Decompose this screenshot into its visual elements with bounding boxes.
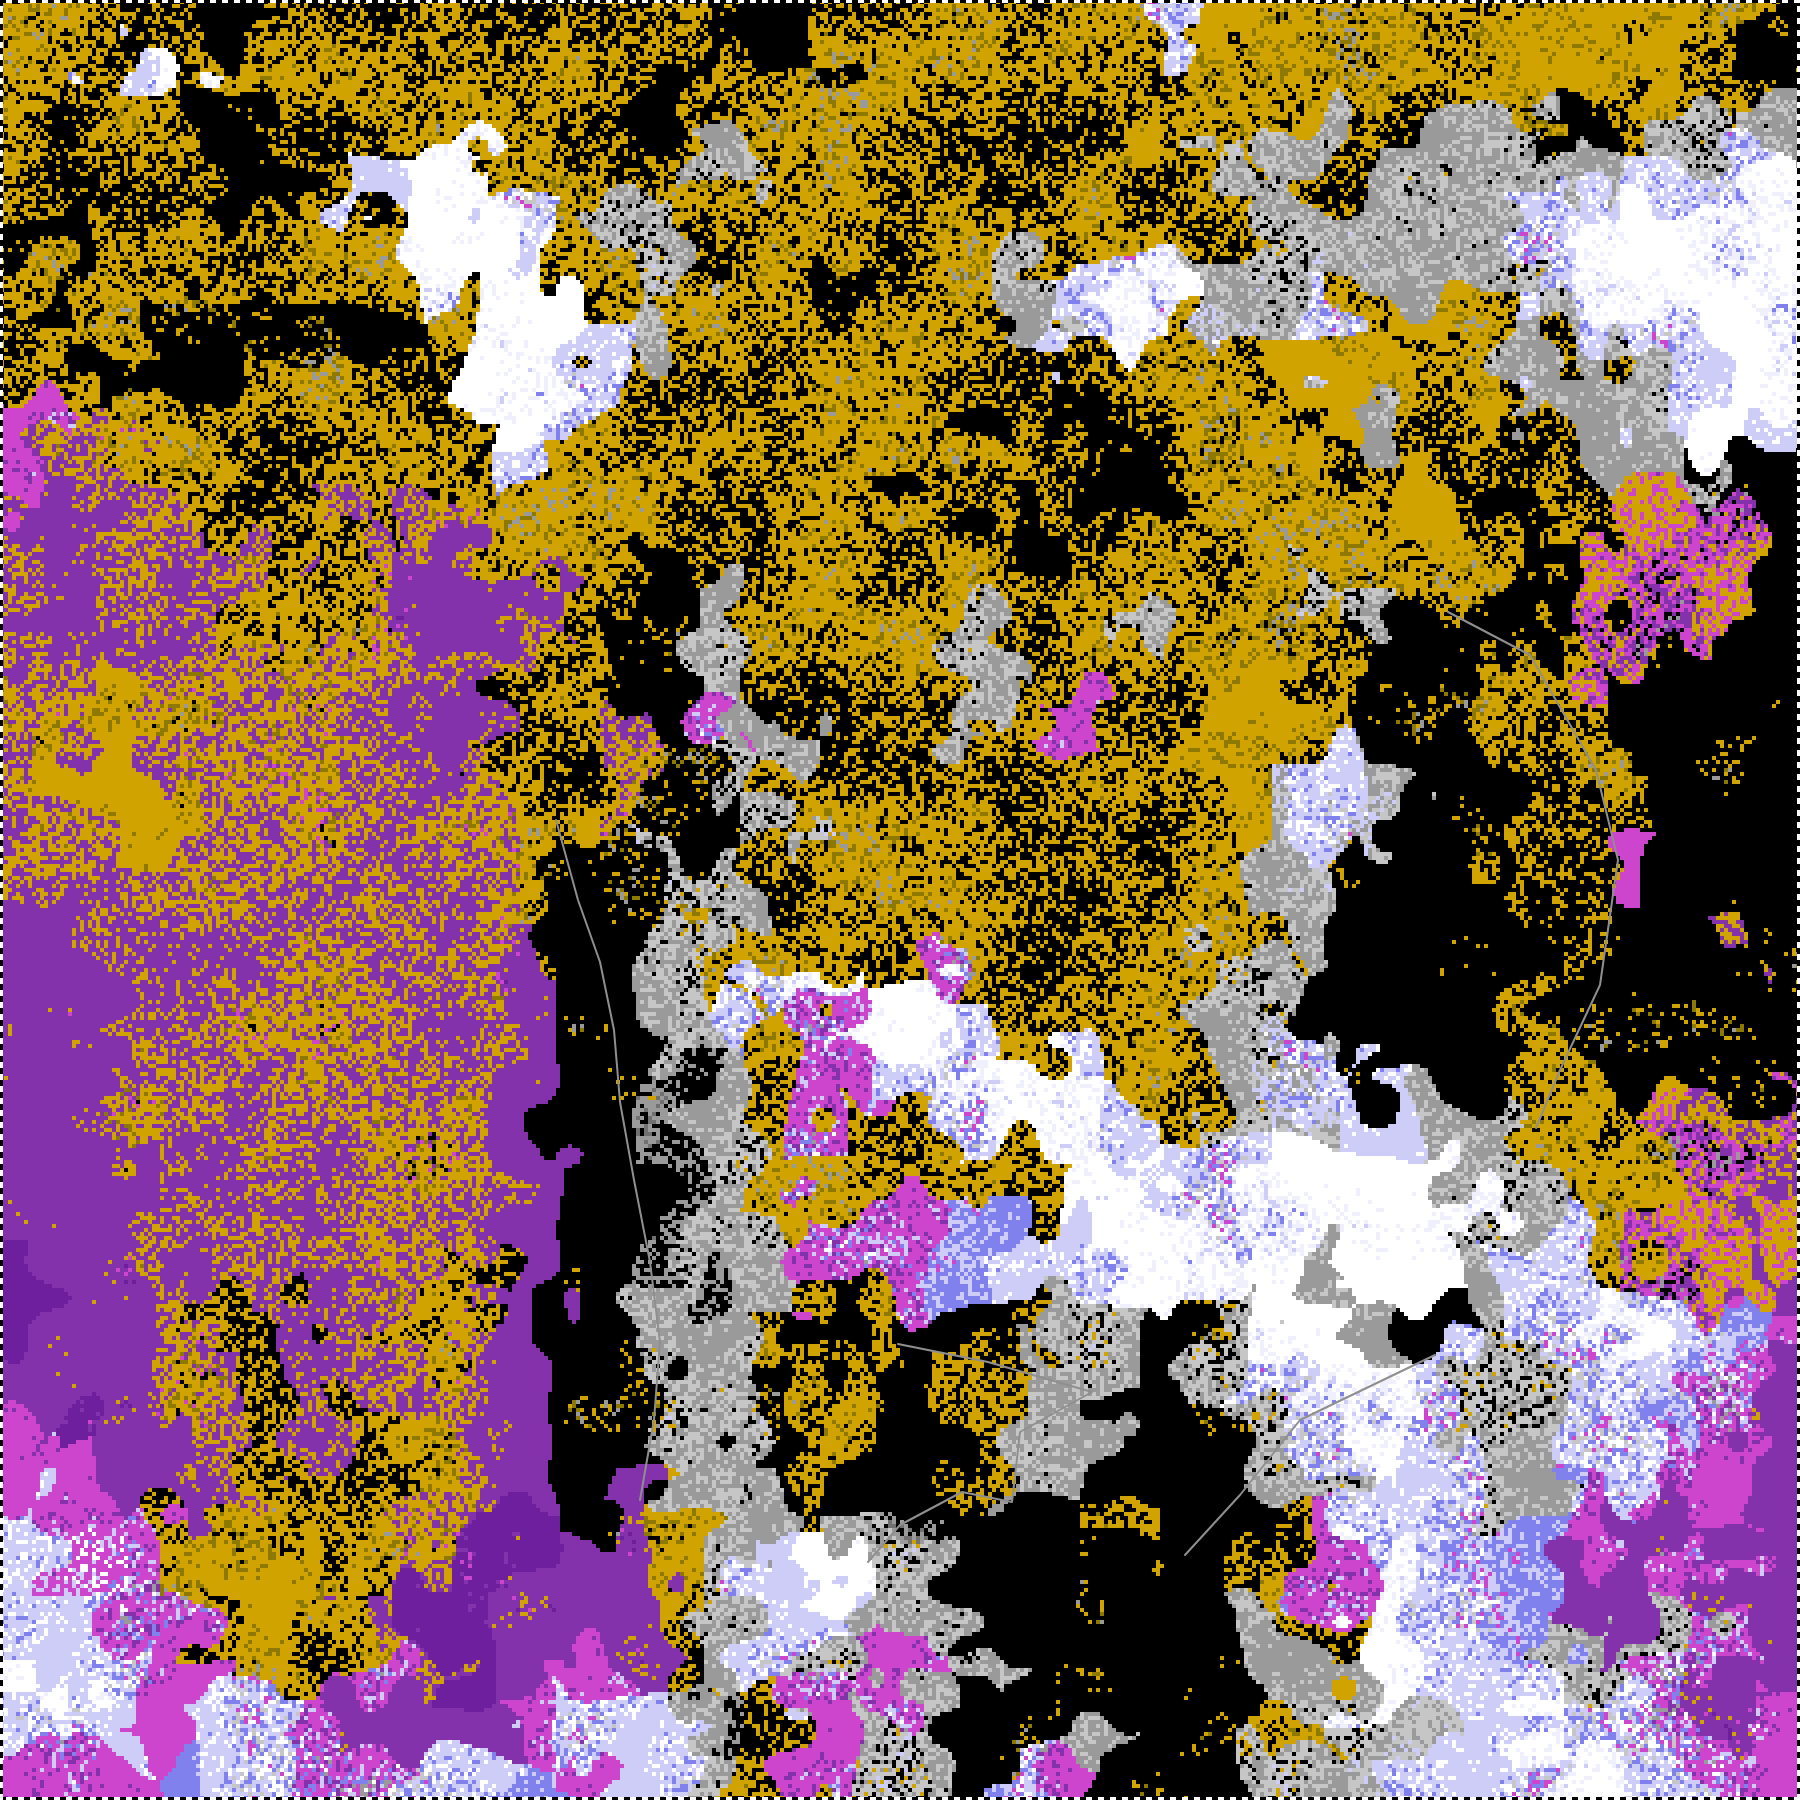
- satellite-false-color-image: [0, 0, 1800, 1800]
- satellite-image-canvas: [0, 0, 1800, 1800]
